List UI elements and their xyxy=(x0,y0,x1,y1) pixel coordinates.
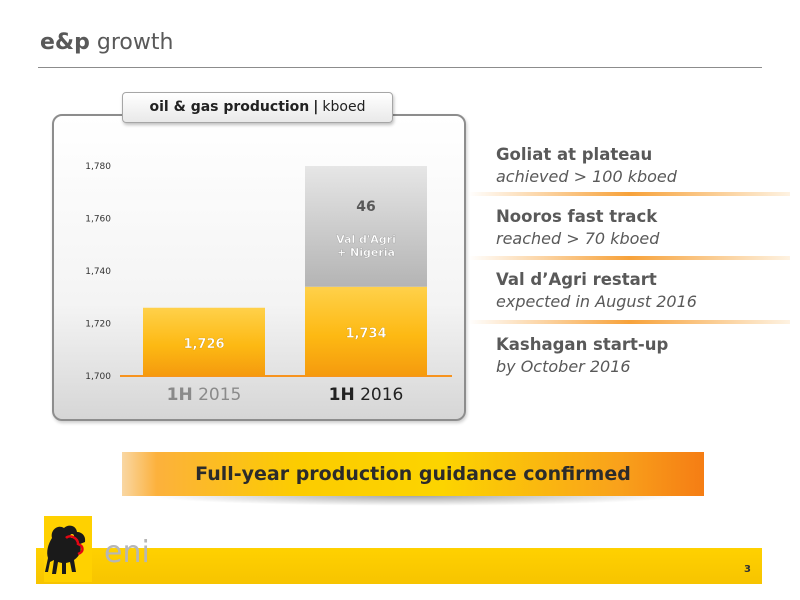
category-bold: 1H xyxy=(329,385,355,405)
page-number: 3 xyxy=(744,564,751,575)
highlight-val-dagri: Val d’Agri restart expected in August 20… xyxy=(496,269,786,313)
bar-base-1 xyxy=(305,286,427,376)
bar-value-label: 1,734 xyxy=(345,326,386,341)
chart-header-sep: | xyxy=(313,99,319,115)
footer-bar xyxy=(36,548,762,584)
bar-annotation: + Nigeria xyxy=(337,246,395,259)
highlight-head: Nooros fast track xyxy=(496,207,658,226)
y-tick-label: 1,780 xyxy=(85,162,111,172)
highlight-head: Goliat at plateau xyxy=(496,145,653,164)
chart-header-unit: kboed xyxy=(322,99,366,115)
bar-value-label: 1,726 xyxy=(183,337,224,352)
logo-text: eni xyxy=(104,535,150,570)
y-tick-label: 1,740 xyxy=(85,267,111,277)
highlight-sub: by October 2016 xyxy=(496,357,631,376)
category-label: 1H 2015 xyxy=(167,385,242,405)
highlight-sub: reached > 70 kboed xyxy=(496,229,660,248)
category-bold: 1H xyxy=(167,385,193,405)
banner-shadow xyxy=(150,496,680,506)
bar-top-1 xyxy=(305,166,427,287)
title-rule xyxy=(38,67,762,68)
highlight-head: Val d’Agri restart xyxy=(496,270,657,289)
highlight-head: Kashagan start-up xyxy=(496,335,669,354)
y-tick-label: 1,700 xyxy=(85,372,111,382)
chart-header: oil & gas production | kboed xyxy=(122,92,393,123)
chart-header-title: oil & gas production xyxy=(149,99,310,115)
divider xyxy=(468,256,790,260)
bar-annotation: Val d'Agri xyxy=(336,233,396,246)
highlight-nooros: Nooros fast track reached > 70 kboed xyxy=(496,206,786,250)
category-rest: 2015 xyxy=(193,385,242,405)
guidance-banner: Full-year production guidance confirmed xyxy=(122,452,704,496)
bar-value-label: 46 xyxy=(356,199,375,215)
bar-base-0 xyxy=(143,307,265,376)
highlight-kashagan: Kashagan start-up by October 2016 xyxy=(496,334,786,378)
flame-icon xyxy=(65,535,84,556)
highlight-goliat: Goliat at plateau achieved > 100 kboed xyxy=(496,144,786,188)
divider xyxy=(468,320,790,324)
category-label: 1H 2016 xyxy=(329,385,404,405)
highlight-sub: expected in August 2016 xyxy=(496,292,697,311)
divider xyxy=(468,192,790,196)
category-rest: 2016 xyxy=(355,385,404,405)
highlight-sub: achieved > 100 kboed xyxy=(496,167,677,186)
eni-logo: eni xyxy=(44,516,150,582)
slide-title: e&p growth xyxy=(40,30,173,55)
y-tick-label: 1,720 xyxy=(85,320,111,330)
title-bold: e&p xyxy=(40,30,90,55)
y-tick-label: 1,760 xyxy=(85,215,111,225)
title-rest: growth xyxy=(89,30,174,55)
